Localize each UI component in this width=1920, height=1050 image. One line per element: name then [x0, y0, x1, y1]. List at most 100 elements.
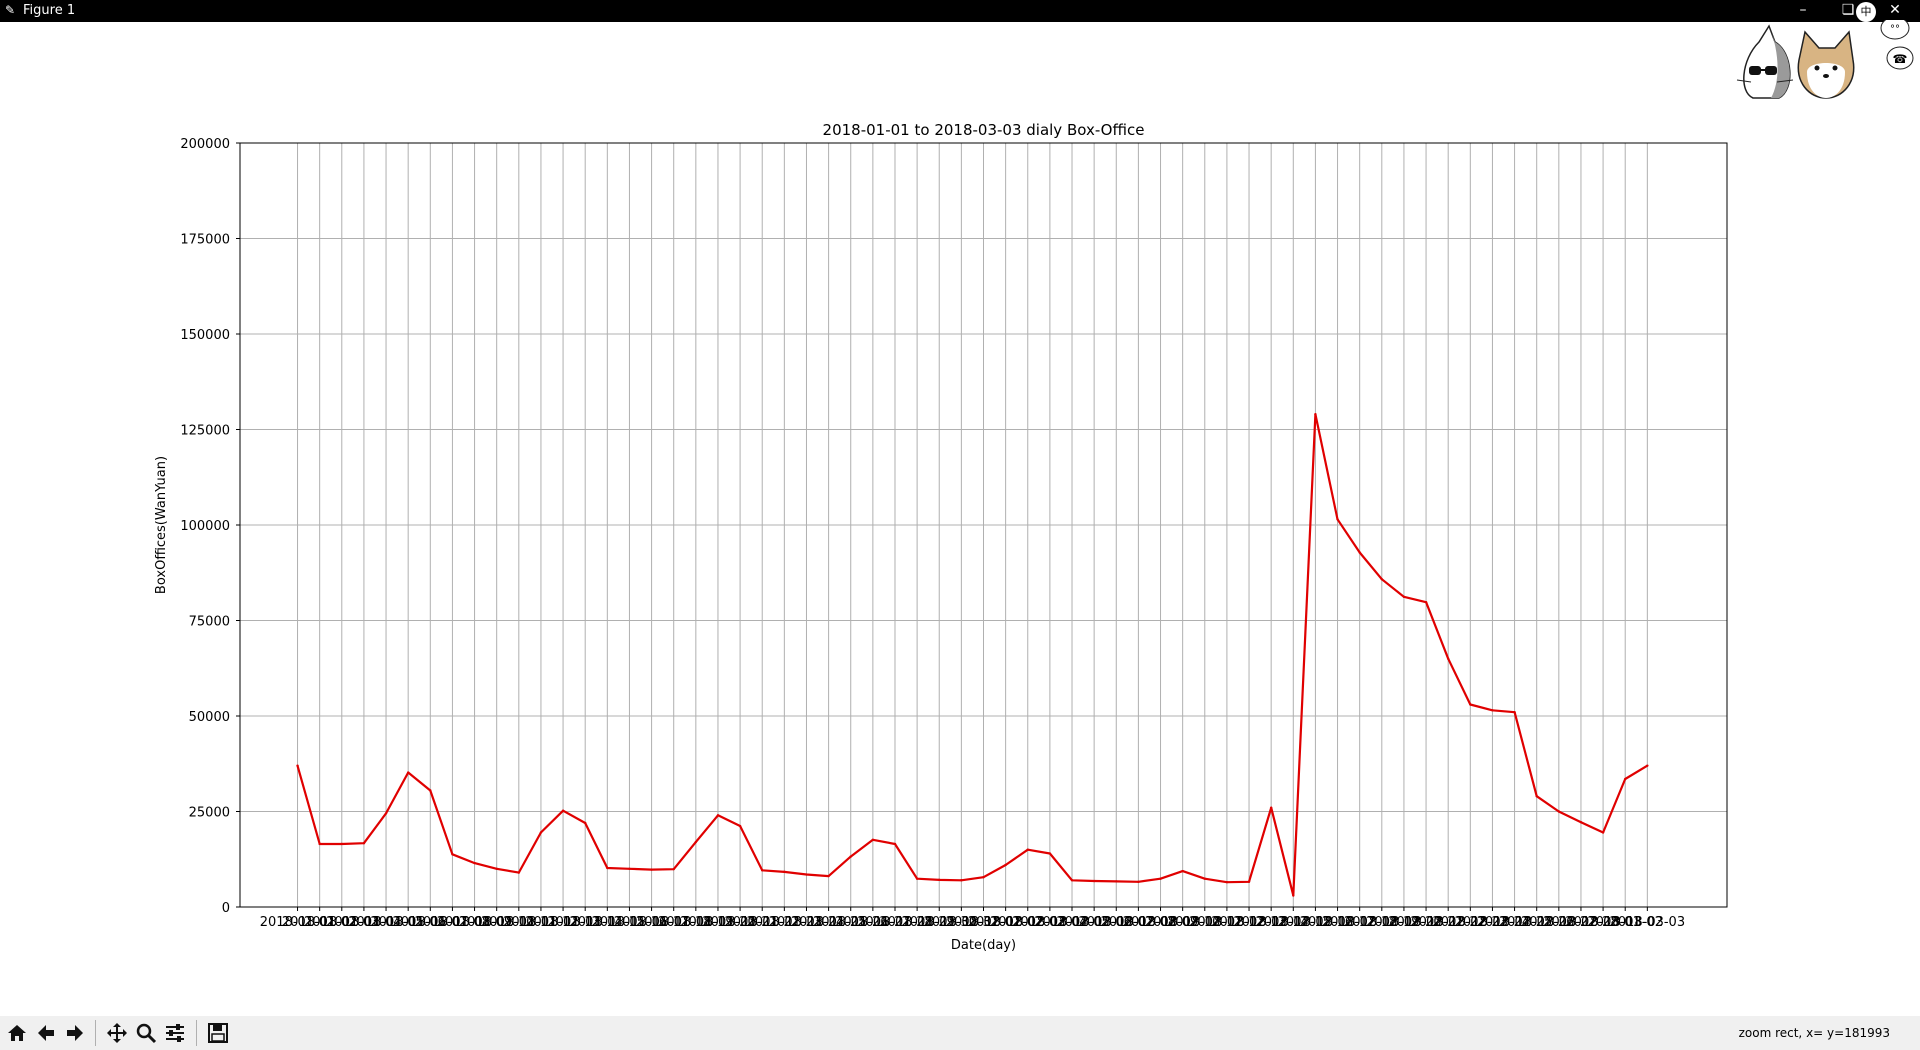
data-point — [1181, 869, 1184, 873]
x-tick-label: 2018-02-11 — [1167, 915, 1243, 930]
data-point — [871, 838, 875, 841]
x-tick-label: 2018-02-17 — [1300, 915, 1376, 930]
x-tick-label: 2018-01-03 — [304, 915, 380, 930]
data-point — [1247, 880, 1251, 883]
x-tick-label: 2018-02-25 — [1477, 915, 1553, 930]
x-tick-label: 2018-01-05 — [348, 915, 424, 930]
data-point — [517, 871, 521, 874]
x-tick-label: 2018-02-01 — [946, 915, 1022, 930]
data-point — [1579, 820, 1583, 824]
y-tick-label: 0 — [222, 901, 230, 916]
chat-bubble-icon[interactable]: °° — [1880, 20, 1910, 40]
configure-subplots-icon[interactable] — [162, 1020, 188, 1046]
x-tick-label: 2018-01-23 — [747, 915, 823, 930]
data-point — [1004, 863, 1007, 867]
x-tick-label: 2018-01-22 — [724, 915, 800, 930]
svg-text:☎: ☎ — [1893, 52, 1908, 66]
data-point — [1292, 894, 1295, 897]
data-point — [915, 877, 919, 880]
x-tick-label: 2018-02-02 — [968, 915, 1044, 930]
dog-mascot-icon — [1797, 30, 1855, 99]
data-point — [539, 831, 543, 834]
x-tick-label: 2018-02-06 — [1056, 915, 1132, 930]
x-tick-label: 2018-03-01 — [1565, 915, 1641, 930]
data-point — [1070, 879, 1074, 882]
minimize-icon[interactable]: – — [1799, 2, 1807, 18]
data-point — [960, 879, 963, 882]
data-point — [296, 764, 299, 767]
series-points — [296, 413, 1649, 897]
data-point — [1402, 595, 1406, 599]
svg-text:°°: °° — [1890, 24, 1900, 35]
data-point — [583, 821, 587, 825]
x-tick-label: 2018-02-04 — [1012, 915, 1088, 930]
data-point — [805, 873, 808, 876]
close-icon[interactable]: ✕ — [1889, 2, 1901, 18]
x-tick-label: 2018-01-18 — [636, 915, 712, 930]
back-icon[interactable] — [33, 1020, 59, 1046]
data-point — [1513, 710, 1516, 714]
chart-canvas[interactable]: 0 25000 50000 75000 100000 125000 150000 175000… — [0, 22, 1920, 1016]
data-point — [606, 866, 609, 870]
x-tick-label: 2018-01-09 — [437, 915, 513, 930]
window-title: Figure 1 — [23, 3, 76, 18]
x-tick-label: 2018-02-26 — [1499, 915, 1575, 930]
data-point — [849, 855, 852, 858]
data-point — [1491, 709, 1494, 712]
data-point — [1092, 879, 1096, 883]
data-point — [1557, 810, 1561, 813]
data-point — [1048, 852, 1052, 855]
x-tick-label: 2018-02-28 — [1543, 915, 1619, 930]
y-tick-label: 100000 — [180, 519, 230, 534]
app-icon: ✎ — [5, 3, 16, 17]
data-point — [738, 824, 742, 828]
cat-mascot-icon — [1736, 24, 1794, 99]
data-point — [1469, 703, 1472, 706]
data-point — [716, 814, 720, 817]
desktop-mascots: °° ☎ — [1736, 20, 1914, 99]
data-point — [1535, 795, 1538, 798]
x-tick-label: 2018-01-21 — [702, 915, 778, 930]
x-tick-label: 2018-01-17 — [614, 915, 690, 930]
x-tick-label: 2018-02-24 — [1455, 915, 1531, 930]
data-point — [1624, 777, 1627, 781]
data-point — [783, 870, 786, 874]
zoom-icon[interactable] — [133, 1020, 159, 1046]
data-point — [1446, 657, 1450, 660]
x-tick-label: 2018-01-04 — [326, 915, 402, 930]
data-point — [1601, 831, 1605, 834]
data-point — [827, 874, 830, 878]
x-tick-label: 2018-02-09 — [1123, 915, 1199, 930]
x-tick-label: 2018-02-07 — [1078, 915, 1154, 930]
data-point — [628, 867, 631, 870]
toolbar-separator — [196, 1020, 197, 1046]
x-tick-label: 2018-01-13 — [525, 915, 601, 930]
x-tick-label: 2018-02-14 — [1233, 915, 1309, 930]
forward-icon[interactable] — [62, 1020, 88, 1046]
pan-icon[interactable] — [104, 1020, 130, 1046]
restore-icon[interactable]: ❏ — [1841, 2, 1855, 18]
navigation-toolbar: zoom rect, x= y=181993 — [0, 1016, 1920, 1050]
x-tick-label: 2018-01-07 — [393, 915, 469, 930]
data-point — [384, 812, 388, 815]
data-point — [1159, 877, 1162, 880]
ime-indicator[interactable]: 中 — [1856, 2, 1876, 22]
phone-bubble-icon[interactable]: ☎ — [1886, 46, 1914, 70]
data-point — [495, 867, 498, 870]
home-icon[interactable] — [4, 1020, 30, 1046]
x-tick-label: 2018-01-11 — [481, 915, 557, 930]
data-point — [406, 771, 410, 774]
x-tick-label: 2018-01-29 — [879, 915, 955, 930]
y-tick-label: 175000 — [180, 233, 230, 248]
x-tick-label: 2018-02-08 — [1101, 915, 1177, 930]
data-point — [1203, 877, 1206, 880]
x-tick-label: 2018-01-10 — [459, 915, 535, 930]
save-icon[interactable] — [205, 1020, 231, 1046]
data-point — [650, 868, 653, 871]
data-point — [318, 842, 321, 846]
y-tick-label: 75000 — [189, 615, 230, 630]
x-ticks: 2018-01-012018-01-022018-01-032018-01-04… — [260, 907, 1685, 930]
grid-lines — [240, 142, 1727, 908]
x-tick-label: 2018-01-02 — [282, 915, 358, 930]
x-tick-label: 2018-01-30 — [901, 915, 977, 930]
